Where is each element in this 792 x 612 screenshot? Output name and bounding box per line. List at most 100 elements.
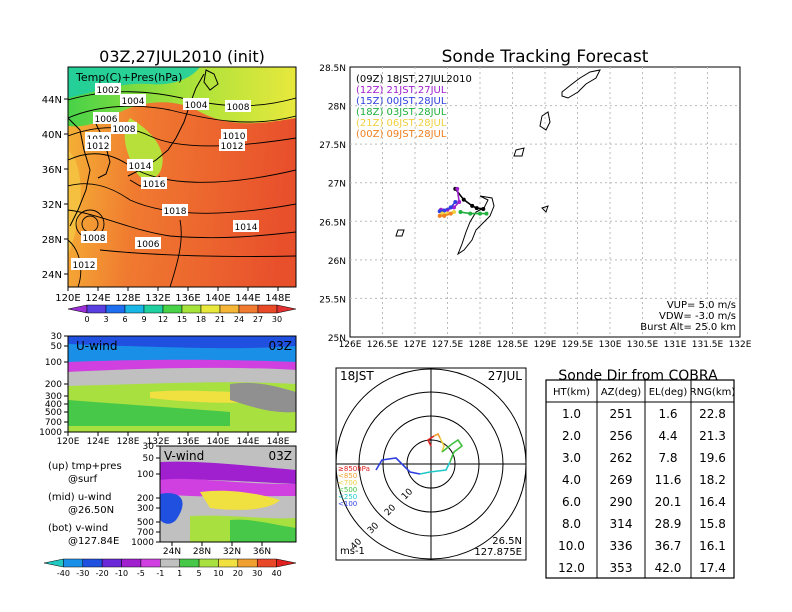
wind-colorbar-swatch: [160, 558, 180, 568]
note-bot-line1: (bot) v-wind: [48, 523, 108, 534]
wind-colorbar-tick-label: 5: [197, 569, 202, 578]
table-cell: 6.0: [562, 495, 581, 509]
tracking-x-label: 128.5E: [497, 340, 529, 350]
table-cell: 314: [610, 517, 633, 531]
hodograph-left-label: 18JST: [340, 369, 374, 383]
colorbar-swatch: [86, 304, 107, 314]
table-cell: 15.8: [699, 517, 726, 531]
track-point: [442, 208, 447, 213]
u-y-label: 1000: [39, 428, 62, 438]
table-cell: 353: [610, 561, 633, 575]
hodograph-legend-entry: <500: [338, 486, 357, 494]
u-y-label: 50: [51, 342, 63, 352]
u-wind-time: 03Z: [269, 339, 293, 353]
lon-label: 136E: [175, 293, 200, 304]
isobar-label-box: [111, 122, 137, 134]
isobar-label: 1014: [235, 223, 258, 233]
colorbar-swatch: [200, 304, 221, 314]
track-point: [458, 210, 463, 215]
colorbar-swatch: [143, 304, 164, 314]
note-mid-line1: (mid) u-wind: [48, 492, 111, 503]
u-y-label: 300: [45, 392, 62, 402]
wind-colorbar-swatch: [63, 558, 84, 568]
track-point: [442, 213, 447, 218]
colorbar-swatch: [238, 304, 259, 314]
track-point: [468, 211, 473, 216]
colorbar-swatch: [257, 304, 278, 314]
isobar-label-box: [135, 237, 161, 249]
isobar-label: 1010: [223, 132, 246, 142]
table-header-cell: EL(deg): [649, 387, 688, 398]
wind-colorbar-tick-label: 10: [213, 569, 223, 578]
v-wind-field: [160, 446, 296, 542]
u-y-label: 200: [45, 380, 62, 390]
tracking-x-label: 126.5E: [367, 340, 399, 350]
table-cell: 4.0: [562, 473, 581, 487]
table-header-cell: AZ(deg): [601, 387, 641, 398]
colorbar-swatch: [124, 304, 145, 314]
track-point: [452, 205, 456, 210]
hodograph-legend-entry: <700: [338, 479, 357, 487]
u-x-label: 148E: [267, 437, 290, 447]
table-cell: 28.9: [655, 517, 682, 531]
hodograph-legend-entry: <100: [338, 500, 357, 508]
hodograph-lon: 127.875E: [474, 547, 522, 558]
temperature-field: [68, 67, 296, 287]
wind-colorbar-swatch: [43, 558, 64, 568]
hodograph-legend: ≥850hPa<850<700<500<250<100: [338, 465, 370, 508]
v-y-label: 700: [137, 528, 154, 538]
table-cell: 22.8: [699, 407, 726, 421]
track-point: [481, 206, 486, 211]
isobar-label: 1016: [143, 180, 166, 190]
table-cell: 1.0: [562, 407, 581, 421]
tracking-y-label: 25.5N: [319, 295, 346, 305]
track-point: [484, 211, 489, 216]
colorbar-swatch: [181, 304, 202, 314]
u-x-label: 136E: [177, 437, 200, 447]
wind-colorbar-tick-label: 20: [233, 569, 243, 578]
isobar-label: 1004: [185, 101, 208, 111]
note-up-line1: (up) tmp+pres: [48, 461, 122, 472]
hodograph-rings: [336, 368, 526, 560]
tracking-legend-entry: (12Z) 21JST,27JUL: [356, 85, 447, 96]
wind-colorbar-tick-label: -1: [156, 569, 164, 578]
tracking-series: [437, 186, 489, 218]
track-point: [448, 211, 453, 216]
v-x-label: 32N: [223, 547, 241, 557]
lat-label: 28N: [42, 235, 62, 246]
v-y-label: 300: [137, 504, 154, 514]
lon-label: 128E: [115, 293, 140, 304]
hodograph-legend-entry: <850: [338, 472, 357, 480]
tracking-y-label: 27.5N: [319, 141, 346, 151]
tracking-x-label: 127E: [404, 340, 427, 350]
wind-colorbar-swatch: [140, 558, 161, 568]
table-title: Sonde Dir from COBRA: [558, 368, 718, 384]
track-point: [437, 209, 442, 214]
isobar-label: 1006: [137, 240, 160, 250]
map-field-label: Temp(C)+Pres(hPa): [75, 71, 182, 84]
wind-colorbar-swatch: [82, 558, 103, 568]
colorbar-tick-label: 27: [253, 315, 263, 324]
tracking-legend-entry: (09Z) 18JST,27JUL2010: [356, 74, 472, 85]
wind-colorbar-swatch: [237, 558, 258, 568]
v-wind-time: 03Z: [269, 449, 293, 463]
table-cell: 20.1: [655, 495, 682, 509]
isobar-label-box: [233, 220, 259, 232]
burst-text: Burst Alt= 25.0 km: [640, 322, 736, 333]
isobar-label-box: [162, 204, 188, 216]
track-line: [439, 201, 456, 213]
isobar-label: 1006: [95, 115, 118, 125]
u-x-label: 132E: [147, 437, 170, 447]
colorbar-swatch: [219, 304, 240, 314]
track-point: [437, 213, 442, 218]
colorbar-tick-label: 6: [122, 315, 127, 324]
u-wind-label: U-wind: [76, 339, 117, 353]
tracking-legend-entry: (15Z) 00JST,28JUL: [356, 96, 447, 107]
colorbar-swatch: [276, 304, 297, 314]
table-cell: 12.0: [558, 561, 585, 575]
map-frame: [67, 66, 297, 288]
lat-label: 36N: [42, 165, 62, 176]
isobar-label-box: [225, 100, 251, 112]
panel-notes: (up) tmp+pres @surf (mid) u-wind @26.50N…: [48, 461, 122, 547]
tracking-y-label: 26.5N: [319, 218, 346, 228]
